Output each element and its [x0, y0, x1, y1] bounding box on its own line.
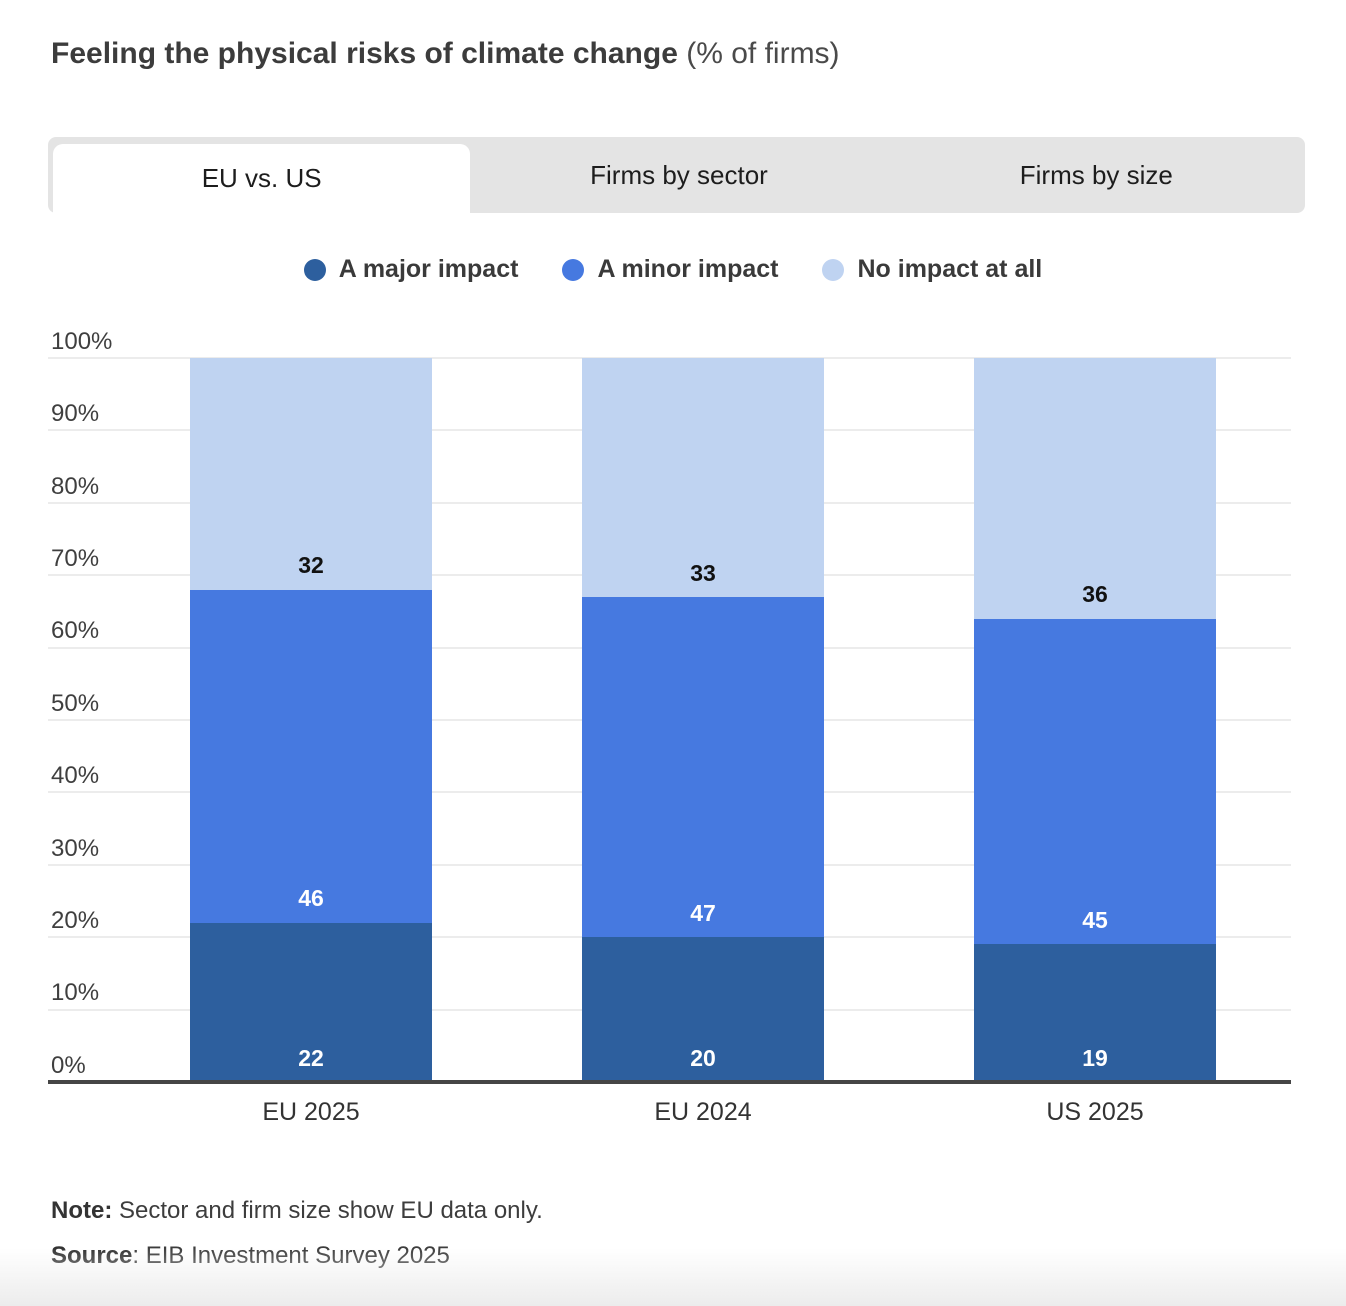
legend-item-minor-impact[interactable]: A minor impact [562, 255, 778, 284]
bar-value-label: 36 [1082, 581, 1108, 608]
legend-label-major-impact: A major impact [338, 255, 519, 283]
y-tick-label: 60% [51, 617, 100, 645]
bar-value-label: 46 [298, 885, 324, 912]
page-title-suffix: (% of firms) [677, 37, 840, 70]
page-title: Feeling the physical risks of climate ch… [51, 36, 840, 72]
tab-eu-vs-us[interactable]: EU vs. US [53, 144, 471, 213]
bar-segment: 33 [582, 358, 824, 597]
tab-firms-by-sector[interactable]: Firms by sector [470, 137, 887, 213]
legend: A major impact A minor impact No impact … [0, 255, 1346, 284]
tab-firms-by-size[interactable]: Firms by size [888, 137, 1305, 213]
legend-label-minor-impact: A minor impact [597, 255, 779, 283]
plot-area: 0% 10% 20% 30% 40% 50% 60% 70% 80% 90% 100% 22 46 32 E… [48, 329, 1291, 1126]
y-tick-label: 70% [51, 545, 100, 573]
legend-label-no-impact: No impact at all [857, 255, 1043, 283]
bar-value-label: 33 [690, 559, 716, 586]
y-tick-label: 40% [51, 762, 100, 790]
x-axis-line [48, 1080, 1291, 1084]
y-tick-label: 90% [51, 400, 100, 428]
legend-item-major-impact[interactable]: A major impact [303, 255, 519, 284]
source-text: : EIB Investment Survey 2025 [132, 1242, 450, 1269]
tab-firms-by-sector-label: Firms by sector [590, 159, 768, 190]
legend-dot-minor-impact-icon [562, 258, 585, 281]
legend-dot-no-impact-icon [822, 258, 845, 281]
bar-segment: 32 [190, 358, 432, 590]
x-category-label: EU 2024 [654, 1098, 752, 1126]
bar-segment: 20 [582, 937, 824, 1082]
y-tick-label: 50% [51, 689, 100, 717]
y-tick-label: 100% [51, 327, 113, 355]
gridline [48, 357, 1291, 359]
y-tick-label: 30% [51, 834, 100, 862]
y-tick-label: 0% [51, 1051, 86, 1079]
bar-segment: 36 [974, 358, 1216, 619]
y-tick-label: 10% [51, 979, 100, 1007]
bar-segment: 19 [974, 944, 1216, 1082]
bar-value-label: 32 [298, 552, 324, 579]
note-text: Sector and firm size show EU data only. [112, 1197, 543, 1224]
source-line: Source: EIB Investment Survey 2025 [51, 1242, 450, 1271]
bar-segment: 46 [190, 589, 432, 923]
bar-segment: 22 [190, 922, 432, 1082]
bar-value-label: 47 [690, 899, 716, 926]
source-label: Source [51, 1242, 133, 1269]
bar-segment: 45 [974, 618, 1216, 945]
bar-value-label: 45 [1082, 907, 1108, 934]
x-category-label: EU 2025 [262, 1098, 360, 1126]
tab-bar: EU vs. US Firms by sector Firms by size [48, 137, 1305, 213]
y-tick-label: 80% [51, 472, 100, 500]
legend-item-no-impact[interactable]: No impact at all [822, 255, 1042, 284]
tab-firms-by-size-label: Firms by size [1019, 159, 1173, 190]
bar-value-label: 22 [298, 1044, 324, 1071]
tab-eu-vs-us-label: EU vs. US [201, 163, 322, 193]
y-tick-label: 20% [51, 907, 100, 935]
x-category-label: US 2025 [1046, 1098, 1144, 1126]
bar-value-label: 20 [690, 1044, 716, 1071]
legend-dot-major-impact-icon [303, 258, 326, 281]
note-label: Note: [51, 1197, 113, 1224]
bar-value-label: 19 [1082, 1044, 1108, 1071]
note-line: Note: Sector and firm size show EU data … [51, 1197, 543, 1226]
bar-segment: 47 [582, 596, 824, 938]
page-title-main: Feeling the physical risks of climate ch… [51, 37, 678, 70]
